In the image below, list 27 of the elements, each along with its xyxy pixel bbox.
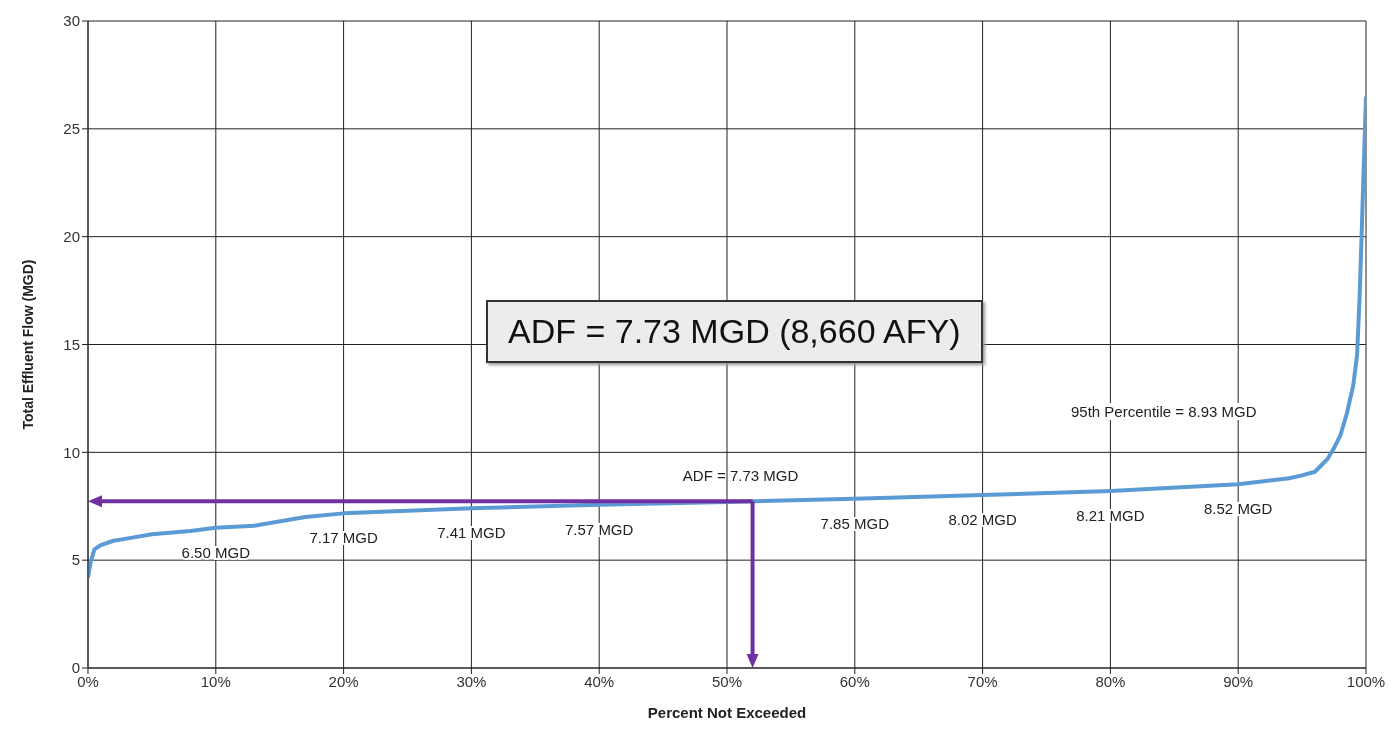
y-tick-label: 10: [63, 443, 80, 461]
x-tick-label: 80%: [1095, 672, 1126, 690]
y-tick-label: 30: [63, 12, 80, 30]
x-tick-label: 30%: [456, 672, 487, 690]
x-tick-label: 100%: [1346, 672, 1386, 690]
y-tick-label: 5: [71, 551, 80, 569]
x-tick-label: 60%: [839, 672, 870, 690]
x-tick-label: 0%: [77, 672, 99, 690]
y-tick-label: 20: [63, 227, 80, 245]
y-axis-title: Total Effluent Flow (MGD): [19, 259, 36, 430]
annotation: ADF = 7.73 MGD (8,660 AFY): [486, 300, 983, 363]
annotation: 8.02 MGD: [948, 511, 1017, 529]
x-tick-label: 50%: [711, 672, 743, 690]
y-tick-label: 25: [63, 120, 80, 138]
x-tick-label: 40%: [584, 672, 615, 690]
ref-line-label: ADF = 7.73 MGD: [682, 467, 799, 485]
annotation: 7.85 MGD: [820, 514, 890, 532]
y-tick-label: 15: [63, 335, 80, 353]
y-tick-label: 0: [71, 659, 80, 677]
x-axis-title: Percent Not Exceeded: [647, 704, 807, 721]
x-tick-label: 20%: [328, 672, 359, 690]
x-tick-label: 90%: [1223, 672, 1254, 690]
annotation: 95th Percentile = 8.93 MGD: [1068, 403, 1260, 420]
x-tick-label: 70%: [967, 672, 998, 690]
annotation: 6.50 MGD: [181, 543, 251, 561]
x-tick-label: 10%: [200, 672, 231, 690]
annotation: 7.17 MGD: [309, 529, 378, 547]
